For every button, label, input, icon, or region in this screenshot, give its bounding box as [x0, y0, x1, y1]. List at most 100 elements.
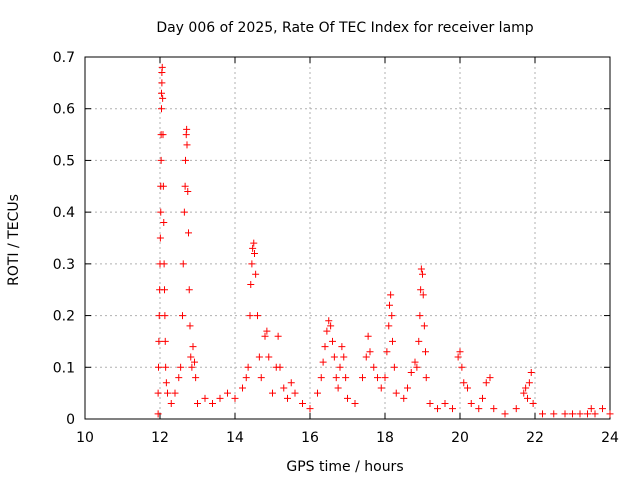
- data-point-marker: [183, 125, 191, 133]
- data-point-marker: [336, 363, 344, 371]
- data-point-marker: [160, 260, 168, 268]
- data-point-marker: [411, 358, 419, 366]
- data-point-marker: [276, 363, 284, 371]
- data-point-marker: [464, 384, 471, 392]
- chart-title: Day 006 of 2025, Rate Of TEC Index for r…: [156, 20, 533, 36]
- data-point-marker: [419, 270, 426, 278]
- data-point-marker: [186, 322, 194, 330]
- data-point-marker: [422, 374, 430, 382]
- data-point-marker: [383, 348, 391, 356]
- data-point-marker: [520, 389, 528, 397]
- data-point-marker: [263, 327, 271, 335]
- data-point-marker: [249, 244, 257, 252]
- data-point-marker: [454, 353, 462, 361]
- data-point-marker: [475, 405, 483, 413]
- data-point-marker: [374, 374, 381, 382]
- data-point-marker: [407, 368, 415, 376]
- y-tick-labels: 0 0.1 0.2 0.3 0.4 0.5 0.6 0.7: [53, 50, 75, 428]
- data-point-marker: [159, 94, 167, 102]
- data-point-marker: [327, 322, 335, 330]
- data-point-marker: [255, 353, 263, 361]
- y-axis-label: ROTI / TECUs: [6, 194, 22, 286]
- data-point-marker: [591, 410, 599, 418]
- data-point-marker: [189, 343, 197, 351]
- y-tick-label: 0.2: [53, 309, 75, 325]
- data-point-marker: [274, 332, 282, 340]
- data-point-marker: [179, 260, 187, 268]
- data-point-marker: [184, 187, 192, 195]
- data-point-marker: [244, 363, 252, 371]
- data-point-marker: [390, 363, 398, 371]
- data-point-marker: [385, 322, 393, 330]
- data-point-marker: [467, 399, 475, 407]
- data-point-marker: [364, 332, 372, 340]
- data-point-marker: [247, 281, 255, 289]
- data-point-marker: [569, 410, 576, 418]
- data-point-marker: [159, 182, 167, 190]
- data-point-marker: [319, 358, 327, 366]
- data-point-marker: [280, 384, 288, 392]
- data-point-marker: [389, 337, 396, 345]
- data-point-marker: [177, 363, 185, 371]
- data-point-marker: [325, 317, 333, 325]
- data-point-marker: [306, 405, 314, 413]
- data-point-marker: [250, 239, 258, 247]
- data-point-marker: [486, 374, 494, 382]
- data-point-marker: [387, 291, 395, 299]
- data-point-marker: [330, 353, 338, 361]
- data-point-marker: [155, 363, 162, 371]
- data-point-marker: [191, 358, 198, 366]
- data-point-marker: [482, 379, 490, 387]
- y-tick-label: 0.5: [53, 153, 75, 169]
- data-point-marker: [155, 337, 163, 345]
- data-point-marker: [434, 405, 441, 413]
- data-point-marker: [161, 286, 168, 294]
- y-tick-label: 0.7: [53, 50, 75, 66]
- data-point-marker: [167, 399, 175, 407]
- data-point-marker: [194, 399, 201, 407]
- data-point-marker: [329, 337, 336, 345]
- data-point-marker: [188, 363, 196, 371]
- data-point-marker: [370, 363, 378, 371]
- data-point-marker: [175, 374, 183, 382]
- data-point-marker: [183, 141, 191, 149]
- data-point-marker: [458, 363, 466, 371]
- data-point-marker: [524, 394, 531, 402]
- data-point-marker: [182, 156, 189, 164]
- data-point-marker: [417, 286, 425, 294]
- y-tick-label: 0: [66, 412, 75, 428]
- data-point-marker: [192, 374, 200, 382]
- data-point-marker: [157, 156, 165, 164]
- data-point-marker: [162, 363, 170, 371]
- x-tick-label: 16: [301, 430, 319, 446]
- data-point-marker: [426, 399, 434, 407]
- data-point-marker: [422, 348, 429, 356]
- data-point-marker: [161, 337, 169, 345]
- data-point-marker: [224, 389, 231, 397]
- data-point-marker: [164, 389, 171, 397]
- data-point-marker: [154, 410, 162, 418]
- data-point-marker: [242, 374, 250, 382]
- data-point-marker: [265, 353, 273, 361]
- data-point-marker: [479, 394, 486, 402]
- data-point-marker: [413, 363, 421, 371]
- data-point-marker: [269, 389, 276, 397]
- data-point-marker: [404, 384, 411, 392]
- data-point-marker: [216, 394, 224, 402]
- data-point-marker: [561, 410, 569, 418]
- data-point-marker: [299, 399, 306, 407]
- data-point-marker: [441, 399, 449, 407]
- data-point-marker: [180, 208, 188, 216]
- grid-lines: [85, 57, 610, 419]
- data-point-marker: [587, 405, 595, 413]
- data-point-marker: [257, 374, 265, 382]
- data-point-marker: [171, 389, 179, 397]
- data-point-marker: [160, 218, 168, 226]
- data-point-marker: [344, 394, 351, 402]
- data-point-marker: [231, 394, 239, 402]
- plot-area-frame: [84, 56, 611, 420]
- data-point-marker: [525, 379, 533, 387]
- data-point-marker: [161, 312, 169, 320]
- data-point-marker: [181, 182, 189, 190]
